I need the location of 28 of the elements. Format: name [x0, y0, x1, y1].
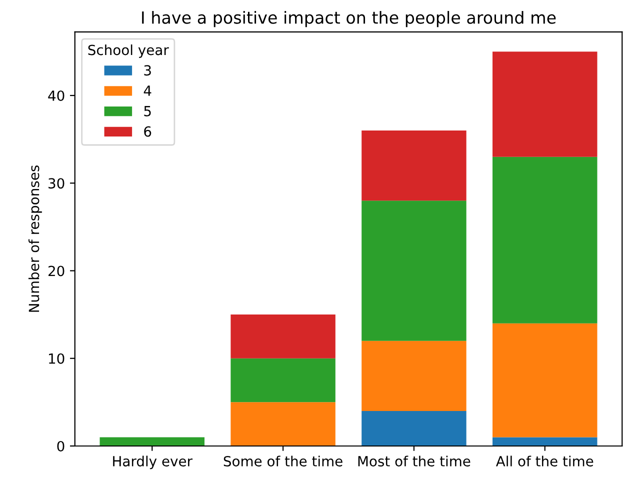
x-tick-label: Some of the time	[224, 456, 342, 466]
bar	[362, 200, 466, 341]
bar	[362, 130, 466, 201]
y-tick-label: 20	[48, 266, 64, 276]
bar	[230, 314, 336, 358]
chart-title: I have a positive impact on the people around me	[142, 10, 556, 28]
bar	[362, 410, 466, 446]
bar	[230, 402, 336, 446]
x-tick-label: Most of the time	[358, 456, 470, 466]
y-tick-label: 10	[49, 353, 64, 364]
y-axis-title: Number of responses	[28, 165, 42, 312]
y-tick-label: 0	[57, 440, 64, 452]
legend-label: 5	[144, 106, 151, 116]
bar	[100, 437, 204, 446]
bar	[362, 340, 466, 411]
bar	[492, 52, 598, 157]
x-tick-label: Hardly ever	[113, 456, 192, 470]
legend-label: 6	[144, 126, 152, 137]
bar	[492, 437, 598, 446]
legend-title: School year	[88, 44, 169, 58]
bar	[492, 323, 598, 438]
x-tick-label: All of the time	[496, 456, 594, 466]
y-tick-label: 40	[48, 90, 64, 101]
legend-label: 4	[144, 86, 152, 96]
legend-label: 3	[144, 65, 151, 76]
bar	[230, 358, 336, 402]
y-tick-label: 30	[48, 178, 64, 189]
bar	[492, 156, 598, 324]
